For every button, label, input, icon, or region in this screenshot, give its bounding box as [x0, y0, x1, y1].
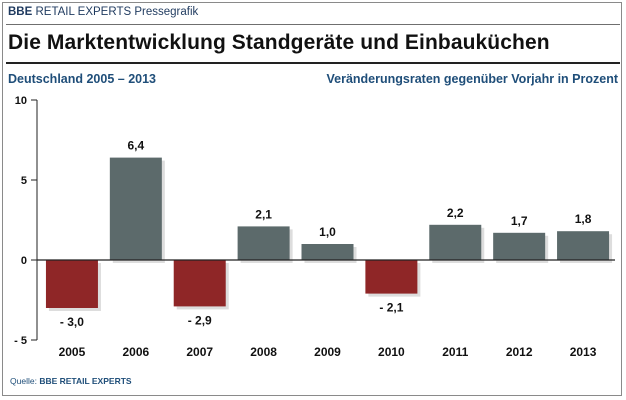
data-label-2007: - 2,9	[188, 313, 212, 327]
x-tick-label-2007: 2007	[186, 345, 213, 359]
title-divider	[6, 62, 620, 64]
bar-2008	[237, 226, 290, 260]
data-label-2011: 2,2	[447, 206, 464, 220]
data-label-2010: - 2,1	[379, 301, 403, 315]
brand-logo-text: BBE	[8, 6, 33, 18]
x-tick-label-2010: 2010	[378, 345, 405, 359]
x-tick-label-2013: 2013	[570, 345, 597, 359]
bar-2007	[173, 260, 226, 307]
subtitle-region-period: Deutschland 2005 – 2013	[8, 72, 156, 86]
source-note: Quelle: BBE RETAIL EXPERTS	[10, 376, 132, 386]
bar-2005	[45, 260, 98, 308]
header-label: Pressegrafik	[134, 6, 199, 18]
data-label-2009: 1,0	[319, 225, 336, 239]
data-label-2013: 1,8	[575, 212, 592, 226]
data-label-2008: 2,1	[255, 207, 272, 221]
x-tick-label-2009: 2009	[314, 345, 341, 359]
subtitle-unit: Veränderungsraten gegenüber Vorjahr in P…	[326, 72, 619, 86]
chart-title: Die Marktentwicklung Standgeräte und Ein…	[8, 31, 550, 54]
data-label-2005: - 3,0	[60, 315, 84, 329]
bar-2006	[109, 157, 162, 260]
x-tick-label-2005: 2005	[59, 345, 86, 359]
x-tick-label-2011: 2011	[442, 345, 468, 359]
x-tick-label-2008: 2008	[250, 345, 277, 359]
y-tick-label: 0	[21, 255, 27, 267]
chart-frame	[2, 2, 622, 396]
x-tick-label-2006: 2006	[122, 345, 149, 359]
brand-header: BBE RETAIL EXPERTS Pressegrafik	[8, 6, 198, 18]
header-divider	[6, 24, 620, 25]
bar-2011	[429, 224, 482, 260]
bar-2012	[493, 232, 546, 260]
x-tick-label-2012: 2012	[506, 345, 533, 359]
data-label-2012: 1,7	[511, 214, 528, 228]
bar-2009	[301, 244, 354, 260]
source-prefix: Quelle:	[10, 376, 37, 386]
bar-2013	[557, 231, 610, 260]
brand-name: RETAIL EXPERTS	[35, 6, 132, 18]
source-name: BBE RETAIL EXPERTS	[39, 376, 132, 386]
y-tick-label: - 5	[14, 335, 27, 347]
bar-2010	[365, 260, 418, 294]
y-tick-label: 10	[15, 95, 27, 107]
data-label-2006: 6,4	[127, 139, 144, 153]
y-tick-label: 5	[21, 175, 27, 187]
